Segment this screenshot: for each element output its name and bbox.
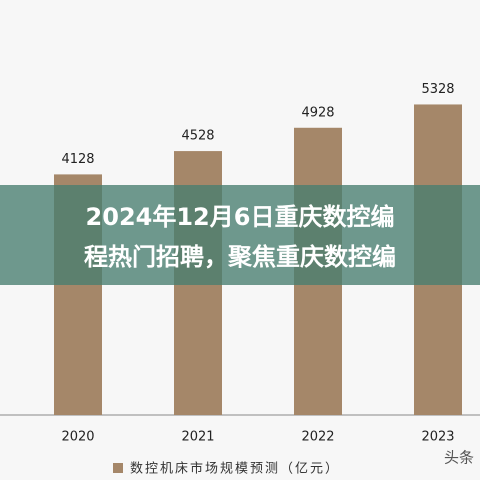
chart-title: 2024年12月6日重庆数控编 [86, 203, 395, 231]
x-tick-label: 2023 [421, 430, 454, 445]
x-tick-label: 2020 [61, 430, 94, 445]
title-banner [0, 185, 480, 285]
value-label: 4128 [61, 152, 94, 167]
value-label: 4528 [181, 129, 214, 144]
value-label: 5328 [421, 82, 454, 97]
chart-title: 程热门招聘，聚焦重庆数控编 [84, 243, 396, 271]
x-tick-label: 2021 [181, 430, 214, 445]
x-tick-label: 2022 [301, 430, 334, 445]
watermark: 头条 [444, 449, 474, 467]
legend-swatch [113, 463, 123, 473]
legend-label: 数控机床市场规模预测（亿元） [130, 461, 340, 477]
value-label: 4928 [301, 105, 334, 120]
